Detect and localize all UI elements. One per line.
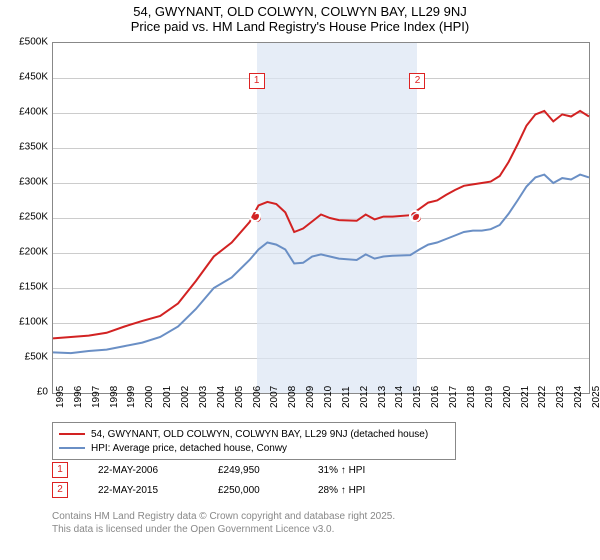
sale-number-box: 1 xyxy=(52,462,68,478)
x-tick-label: 2022 xyxy=(537,386,548,408)
sale-marker-ring xyxy=(249,210,261,222)
x-tick-label: 2020 xyxy=(502,386,513,408)
chart-svg xyxy=(53,43,589,393)
x-tick-label: 2018 xyxy=(466,386,477,408)
y-tick-label: £250K xyxy=(12,212,48,223)
legend-row: HPI: Average price, detached house, Conw… xyxy=(59,441,449,455)
footer-line2: This data is licensed under the Open Gov… xyxy=(52,523,395,536)
sales-row: 1 22-MAY-2006 £249,950 31% ↑ HPI xyxy=(52,460,418,480)
x-tick-label: 2009 xyxy=(305,386,316,408)
x-tick-label: 2008 xyxy=(287,386,298,408)
x-tick-label: 2011 xyxy=(341,386,352,408)
x-tick-label: 2019 xyxy=(484,386,495,408)
x-tick-label: 2002 xyxy=(180,386,191,408)
series-price_paid xyxy=(53,111,589,339)
x-tick-label: 2003 xyxy=(198,386,209,408)
sale-marker-label: 2 xyxy=(409,73,425,89)
sale-price: £250,000 xyxy=(218,485,318,496)
x-tick-label: 1999 xyxy=(126,386,137,408)
sale-date: 22-MAY-2015 xyxy=(98,485,218,496)
x-tick-label: 2012 xyxy=(359,386,370,408)
x-tick-label: 2005 xyxy=(234,386,245,408)
sale-date: 22-MAY-2006 xyxy=(98,465,218,476)
x-tick-label: 1995 xyxy=(55,386,66,408)
legend-swatch xyxy=(59,447,85,449)
legend: 54, GWYNANT, OLD COLWYN, COLWYN BAY, LL2… xyxy=(52,422,456,460)
x-tick-label: 2000 xyxy=(144,386,155,408)
sale-pct: 31% ↑ HPI xyxy=(318,465,418,476)
footer-line1: Contains HM Land Registry data © Crown c… xyxy=(52,510,395,523)
title-block: 54, GWYNANT, OLD COLWYN, COLWYN BAY, LL2… xyxy=(0,0,600,34)
legend-swatch xyxy=(59,433,85,435)
x-tick-label: 2001 xyxy=(162,386,173,408)
y-tick-label: £150K xyxy=(12,282,48,293)
y-tick-label: £50K xyxy=(12,352,48,363)
x-tick-label: 2025 xyxy=(591,386,600,408)
x-tick-label: 2013 xyxy=(377,386,388,408)
x-tick-label: 2006 xyxy=(252,386,263,408)
chart-area: £0 £50K £100K £150K £200K £250K £300K £350K £400… xyxy=(12,42,588,412)
title-line1: 54, GWYNANT, OLD COLWYN, COLWYN BAY, LL2… xyxy=(0,4,600,19)
x-tick-label: 2016 xyxy=(430,386,441,408)
sales-row: 2 22-MAY-2015 £250,000 28% ↑ HPI xyxy=(52,480,418,500)
x-tick-label: 2015 xyxy=(412,386,423,408)
sale-marker-label: 1 xyxy=(249,73,265,89)
y-tick-label: £300K xyxy=(12,177,48,188)
y-tick-label: £100K xyxy=(12,317,48,328)
chart-container: 54, GWYNANT, OLD COLWYN, COLWYN BAY, LL2… xyxy=(0,0,600,560)
sale-price: £249,950 xyxy=(218,465,318,476)
legend-label: 54, GWYNANT, OLD COLWYN, COLWYN BAY, LL2… xyxy=(91,429,428,440)
legend-label: HPI: Average price, detached house, Conw… xyxy=(91,443,287,454)
legend-row: 54, GWYNANT, OLD COLWYN, COLWYN BAY, LL2… xyxy=(59,427,449,441)
y-tick-label: £0 xyxy=(12,387,48,398)
x-tick-label: 1998 xyxy=(109,386,120,408)
x-tick-label: 1997 xyxy=(91,386,102,408)
x-tick-label: 1996 xyxy=(73,386,84,408)
y-tick-label: £350K xyxy=(12,142,48,153)
sales-table: 1 22-MAY-2006 £249,950 31% ↑ HPI 2 22-MA… xyxy=(52,460,418,500)
series-hpi xyxy=(53,175,589,354)
x-tick-label: 2004 xyxy=(216,386,227,408)
title-line2: Price paid vs. HM Land Registry's House … xyxy=(0,19,600,34)
sale-number-box: 2 xyxy=(52,482,68,498)
y-tick-label: £200K xyxy=(12,247,48,258)
x-tick-label: 2014 xyxy=(394,386,405,408)
x-tick-label: 2017 xyxy=(448,386,459,408)
y-tick-label: £400K xyxy=(12,107,48,118)
sale-pct: 28% ↑ HPI xyxy=(318,485,418,496)
sale-marker-ring xyxy=(409,210,421,222)
x-tick-label: 2023 xyxy=(555,386,566,408)
y-tick-label: £500K xyxy=(12,37,48,48)
plot-area: 12 xyxy=(52,42,590,394)
x-tick-label: 2010 xyxy=(323,386,334,408)
y-tick-label: £450K xyxy=(12,72,48,83)
x-tick-label: 2021 xyxy=(520,386,531,408)
footer: Contains HM Land Registry data © Crown c… xyxy=(52,510,395,536)
x-tick-label: 2007 xyxy=(269,386,280,408)
x-tick-label: 2024 xyxy=(573,386,584,408)
